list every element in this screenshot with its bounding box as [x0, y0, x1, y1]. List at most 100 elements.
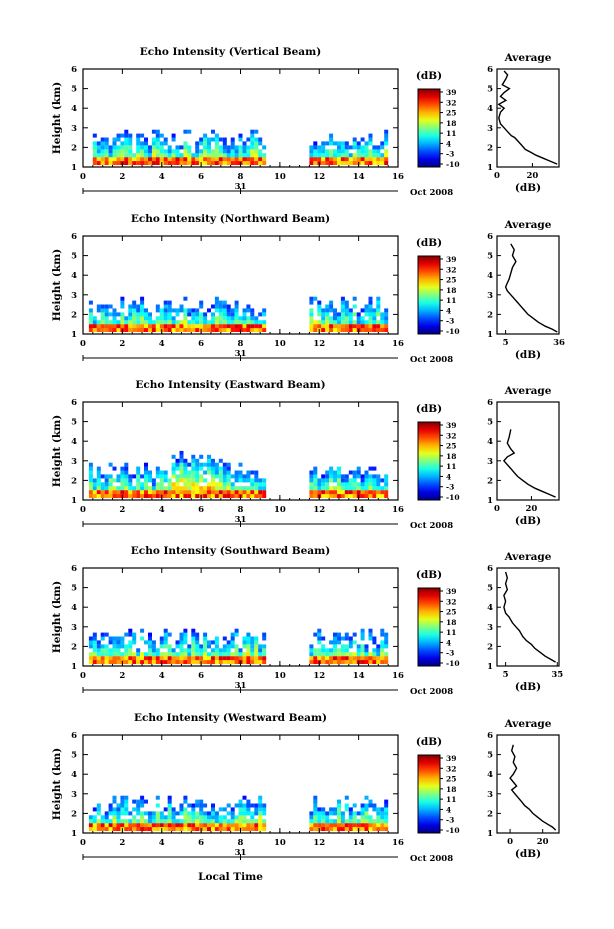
heatmap-cell: [352, 157, 357, 162]
heatmap-cell: [88, 486, 93, 491]
heatmap-cell: [132, 308, 137, 313]
heatmap-cell: [112, 486, 117, 491]
heatmap-cell: [258, 811, 263, 816]
heatmap-cell: [179, 462, 184, 467]
heatmap-cell: [352, 153, 357, 158]
heatmap-cell: [100, 660, 105, 664]
heatmap-cell: [368, 486, 373, 491]
colorbar-tick-label: 18: [446, 286, 456, 295]
heatmap-cell: [187, 462, 192, 467]
heatmap-cell: [321, 153, 326, 158]
heatmap-cell: [325, 486, 330, 491]
date-label: Oct 2008: [410, 355, 453, 365]
heatmap-cell: [88, 656, 93, 661]
heatmap-cell: [218, 137, 223, 142]
heatmap-cell: [128, 823, 133, 828]
heatmap-cell: [309, 149, 314, 154]
heatmap-cell: [207, 161, 211, 165]
average-x-tick-label: 35: [551, 670, 563, 680]
heatmap-cell: [352, 640, 357, 645]
heatmap-cell: [136, 328, 141, 332]
heatmap-cell: [242, 490, 247, 495]
heatmap-cell: [242, 656, 247, 661]
heatmap-cell: [218, 328, 223, 332]
average-y-tick-label: 1: [487, 662, 493, 672]
heatmap-cell: [191, 490, 196, 495]
heatmap-cell: [238, 803, 243, 808]
heatmap-cell: [250, 494, 255, 498]
heatmap-cell: [222, 470, 227, 475]
heatmap-cell: [100, 145, 105, 150]
heatmap-cell: [211, 482, 215, 487]
heatmap-cell: [352, 328, 357, 332]
heatmap-cell: [155, 811, 160, 816]
heatmap-cell: [214, 308, 219, 313]
heatmap-cell: [211, 827, 215, 831]
heatmap-cell: [136, 149, 141, 154]
x-tick-label: 12: [313, 671, 325, 681]
heatmap-cell: [364, 807, 369, 812]
heatmap-cell: [155, 486, 160, 491]
heatmap-cell: [140, 799, 145, 804]
heatmap-cell: [175, 644, 180, 649]
heatmap-cell: [337, 823, 341, 828]
heatmap-cell: [96, 819, 101, 824]
heatmap-cell: [92, 316, 97, 321]
heatmap-cell: [372, 652, 377, 657]
heatmap-cell: [88, 300, 93, 305]
heatmap-cell: [124, 328, 129, 332]
heatmap-cell: [92, 490, 97, 495]
heatmap-cell: [151, 141, 156, 146]
heatmap-cell: [376, 320, 381, 325]
heatmap-cell: [187, 660, 192, 664]
average-y-tick-label: 3: [487, 291, 493, 301]
heatmap-cell: [163, 656, 168, 661]
heatmap-cell: [214, 823, 219, 828]
heatmap-cell: [191, 628, 196, 633]
heatmap-cell: [171, 490, 176, 495]
heatmap-cell: [218, 823, 223, 828]
heatmap-cell: [163, 304, 168, 309]
heatmap-cell: [183, 807, 188, 812]
heatmap-cell: [116, 807, 121, 812]
heatmap-cell: [128, 145, 133, 150]
heatmap-cell: [88, 490, 93, 495]
heatmap-cell: [262, 153, 267, 158]
y-tick-label: 2: [71, 642, 77, 652]
heatmap-cell: [136, 324, 141, 329]
heatmap-cell: [384, 312, 389, 317]
heatmap-cell: [136, 316, 141, 321]
heatmap-cell: [214, 300, 219, 305]
heatmap-cell: [175, 157, 180, 162]
heatmap-cell: [211, 157, 215, 162]
heatmap-cell: [187, 803, 192, 808]
heatmap-cell: [183, 129, 188, 134]
heatmap-cell: [321, 652, 326, 657]
y-tick-label: 3: [71, 124, 77, 134]
heatmap-cell: [108, 320, 113, 325]
heatmap-cell: [155, 141, 160, 146]
heatmap-cell: [344, 149, 349, 154]
heatmap-cell: [234, 494, 239, 498]
heatmap-cell: [116, 819, 121, 824]
heatmap-cell: [329, 324, 334, 329]
heatmap-cell: [360, 803, 365, 808]
heatmap-cell: [203, 149, 208, 154]
heatmap-cell: [340, 819, 345, 824]
heatmap-cell: [132, 494, 137, 498]
heatmap-cell: [124, 466, 129, 471]
heatmap-cell: [120, 486, 125, 491]
heatmap-cell: [368, 827, 373, 831]
heatmap-cell: [159, 324, 164, 329]
heatmap-cell: [337, 328, 341, 332]
heatmap-cell: [238, 807, 243, 812]
heatmap-cell: [340, 308, 345, 313]
heatmap-cell: [337, 141, 341, 146]
heatmap-cell: [124, 795, 129, 800]
heatmap-cell: [242, 636, 247, 641]
heatmap-cell: [96, 308, 101, 313]
heatmap-cell: [333, 470, 337, 475]
heatmap-cell: [329, 137, 334, 142]
heatmap-cell: [380, 328, 385, 332]
heatmap-cell: [140, 141, 145, 146]
